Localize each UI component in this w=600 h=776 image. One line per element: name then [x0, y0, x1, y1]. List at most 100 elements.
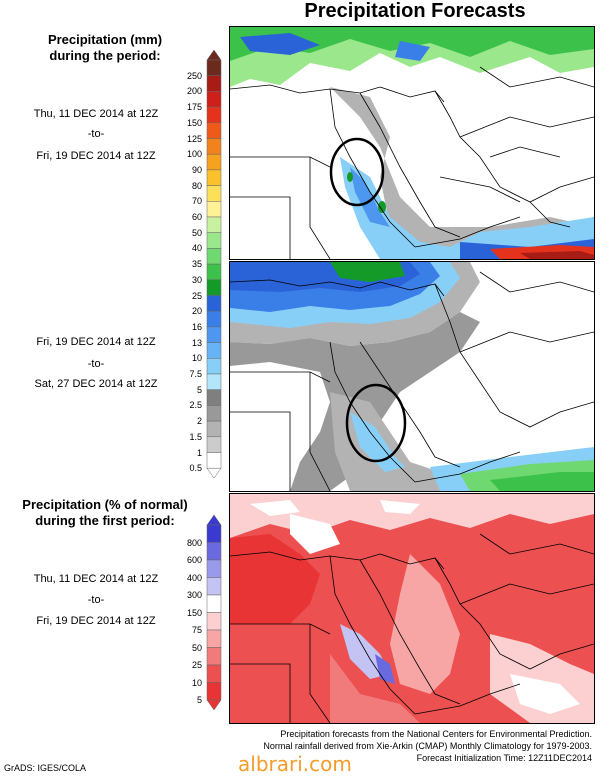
map-panel-period2-mm: [229, 261, 595, 492]
mm-legend-swatch: [206, 279, 222, 296]
panel1-period-to: -to-: [87, 128, 105, 140]
mm-legend-label: 150: [186, 117, 202, 128]
pct-legend-label: 400: [186, 572, 202, 583]
mm-legend-label: 40: [191, 243, 202, 254]
mm-legend-label: 2.5: [189, 400, 202, 411]
pct-legend-swatch: [206, 664, 222, 683]
mm-legend-arrow-top: [206, 50, 222, 61]
pct-legend-label: 50: [191, 642, 202, 653]
panel3-title-line2: during the first period:: [35, 513, 175, 528]
pct-legend-label: 5: [196, 695, 202, 705]
mm-legend-label: 100: [186, 149, 202, 160]
mm-legend-swatch: [206, 420, 222, 438]
mm-legend-swatch: [206, 373, 222, 390]
mm-legend-swatch: [206, 452, 222, 469]
mm-legend-label: 200: [186, 86, 202, 97]
panel3-period-to: -to-: [87, 594, 105, 606]
mm-legend-label: 10: [191, 353, 202, 364]
mm-legend-swatch: [206, 106, 222, 124]
mm-legend-label: 1: [196, 447, 202, 458]
highlight-circle-panel2: [345, 383, 407, 463]
mm-legend-arrow-bottom: [206, 467, 222, 479]
mm-legend-swatch: [206, 405, 222, 422]
mm-legend-label: 90: [191, 164, 202, 175]
mm-legend-label: 60: [191, 212, 202, 222]
panel2-period-to: -to-: [87, 358, 105, 370]
mm-legend-swatch: [206, 153, 222, 171]
mm-legend-swatch: [206, 436, 222, 453]
pct-legend-label: 300: [186, 590, 202, 600]
panel2-period-start: Fri, 19 DEC 2014 at 12Z: [36, 336, 156, 348]
mm-legend-swatch: [206, 169, 222, 186]
highlight-circle-panel1: [329, 137, 385, 207]
mm-legend-label: 7.5: [189, 369, 202, 379]
footer-line1: Precipitation forecasts from the Nationa…: [280, 729, 592, 739]
footer-notes: Precipitation forecasts from the Nationa…: [212, 728, 592, 764]
page-title: Precipitation Forecasts: [304, 0, 526, 22]
mm-legend-swatch: [206, 59, 222, 76]
pct-legend-arrow-bottom: [206, 699, 222, 710]
mm-legend-label: 80: [191, 180, 202, 191]
mm-legend-label: 13: [191, 337, 202, 348]
mm-legend-swatch: [206, 263, 222, 281]
footer-line3: Forecast Initialization Time: 12Z11DEC20…: [416, 753, 592, 763]
pct-legend-label: 800: [186, 537, 202, 548]
mm-legend-label: 25: [191, 290, 202, 301]
mm-legend-swatch: [206, 326, 222, 343]
footer-line2: Normal rainfall derived from Xie-Arkin (…: [263, 741, 592, 751]
mm-legend-swatch: [206, 75, 222, 92]
mm-legend-label: 30: [191, 274, 202, 285]
map-panel-pct-of-normal: [229, 493, 595, 724]
pct-legend-label: 25: [191, 660, 202, 670]
mm-legend-swatch: [206, 310, 222, 328]
panel3-title-line1: Precipitation (% of normal): [22, 497, 188, 512]
mm-legend-swatch: [206, 201, 222, 218]
watermark: albrari.com: [238, 752, 352, 776]
mm-legend-label: 35: [191, 259, 202, 270]
grads-credit: GrADS: IGES/COLA: [4, 763, 87, 773]
mm-legend-swatch: [206, 91, 222, 108]
mm-legend-swatch: [206, 248, 222, 265]
mm-legend-swatch: [206, 216, 222, 233]
pct-legend-swatch: [206, 594, 222, 613]
map-panel-period1-mm: [229, 26, 595, 260]
pct-legend-swatch: [206, 559, 222, 578]
pct-legend-swatch: [206, 629, 222, 648]
panel1-period-start: Thu, 11 DEC 2014 at 12Z: [33, 108, 159, 120]
panel3-period-end: Fri, 19 DEC 2014 at 12Z: [36, 615, 156, 627]
pct-legend-label: 150: [186, 607, 202, 618]
mm-legend-label: 0.5: [189, 463, 202, 474]
panel2-period-end: Sat, 27 DEC 2014 at 12Z: [34, 378, 158, 390]
pct-legend-swatch: [206, 524, 222, 543]
mm-legend-label: 70: [191, 196, 202, 207]
mm-legend-label: 50: [191, 227, 202, 238]
pct-legend-swatch: [206, 577, 222, 596]
mm-legend-label: 175: [186, 102, 202, 113]
mm-legend-swatch: [206, 358, 222, 375]
mm-legend-label: 1.5: [189, 431, 202, 442]
mm-legend-label: 20: [191, 306, 202, 317]
panel1-title-line2: during the period:: [49, 48, 161, 63]
panel1-period-end: Fri, 19 DEC 2014 at 12Z: [36, 150, 156, 162]
pct-legend-label: 10: [191, 677, 202, 688]
mm-legend-label: 16: [191, 321, 202, 332]
mm-legend-swatch: [206, 232, 222, 249]
mm-legend-swatch: [206, 295, 222, 312]
mm-legend-label: 5: [196, 384, 202, 395]
mm-legend-swatch: [206, 342, 222, 359]
pct-legend-label: 75: [191, 625, 202, 635]
panel3-period-start: Thu, 11 DEC 2014 at 12Z: [33, 573, 159, 585]
mm-legend-swatch: [206, 138, 222, 155]
pct-legend-arrow-top: [206, 515, 222, 526]
panel3-title: Precipitation (% of normal) during the f…: [0, 497, 210, 529]
pct-legend-swatch: [206, 542, 222, 561]
pct-legend-swatch: [206, 682, 222, 701]
mm-legend-swatch: [206, 389, 222, 406]
panel1-title: Precipitation (mm) during the period:: [0, 32, 210, 64]
pct-legend-swatch: [206, 647, 222, 666]
mm-legend-label: 125: [186, 133, 202, 144]
panel1-title-line1: Precipitation (mm): [47, 32, 163, 47]
pct-legend-label: 600: [186, 555, 202, 565]
mm-legend-swatch: [206, 122, 222, 139]
pct-legend-swatch: [206, 612, 222, 631]
